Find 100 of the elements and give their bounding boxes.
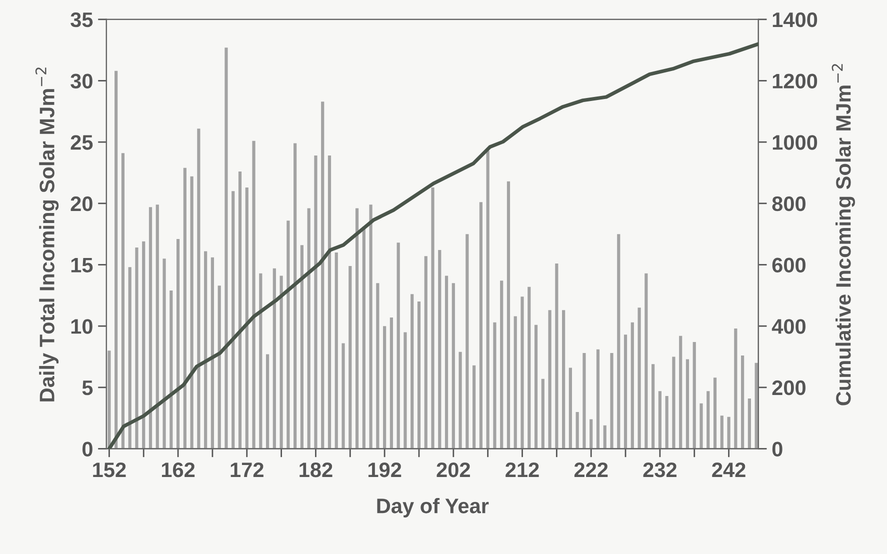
bar: [665, 396, 668, 449]
bar: [355, 208, 359, 449]
bar: [362, 226, 366, 449]
y-tick-label: 5: [82, 380, 93, 396]
bar: [142, 241, 146, 449]
y2-axis-title: Cumulative Incoming Solar MJm$^{−2}$: [832, 64, 856, 406]
bar: [404, 332, 407, 449]
bar: [376, 283, 380, 449]
y-tick-label: 25: [70, 135, 93, 150]
bar: [190, 176, 194, 449]
bar: [741, 356, 744, 449]
bar: [658, 391, 662, 449]
bar: [280, 276, 283, 449]
bar: [321, 102, 324, 449]
bar: [176, 238, 180, 449]
bar: [514, 316, 517, 449]
bar: [541, 378, 544, 449]
bar: [610, 353, 614, 449]
bar: [472, 365, 476, 449]
bar: [486, 150, 490, 449]
bar: [596, 349, 600, 449]
bar: [307, 208, 310, 449]
bar: [156, 204, 159, 449]
bar: [197, 128, 200, 449]
bar: [286, 220, 290, 449]
y2-tick-label: 1200: [772, 74, 818, 88]
bar: [431, 187, 434, 449]
bar: [128, 267, 132, 449]
bar: [328, 156, 332, 449]
y-tick-label: 10: [71, 319, 92, 334]
bar: [438, 250, 442, 449]
bar: [624, 334, 628, 449]
bar: [114, 70, 118, 449]
bar: [272, 268, 276, 449]
y2-tick-label: 1400: [772, 12, 818, 28]
bar: [706, 391, 710, 449]
bar: [466, 234, 469, 449]
bar: [224, 48, 228, 449]
bar: [396, 242, 400, 449]
bar: [754, 362, 758, 449]
x-tick-label: 182: [300, 462, 332, 478]
bar: [562, 310, 566, 449]
bar: [534, 324, 538, 449]
bar: [210, 257, 214, 449]
y2-tick-label: 1000: [772, 135, 818, 150]
bar: [568, 368, 572, 449]
bar: [238, 172, 242, 449]
bar: [170, 290, 173, 449]
y-tick-label: 15: [71, 258, 93, 272]
bar: [162, 258, 166, 449]
bar: [259, 273, 262, 449]
bar: [493, 322, 496, 449]
bar: [266, 354, 270, 449]
bar: [576, 412, 579, 449]
x-tick-label: 162: [162, 462, 195, 478]
bar: [506, 181, 510, 449]
x-tick-label: 152: [93, 462, 126, 478]
bar: [720, 416, 724, 449]
x-tick-label: 202: [436, 462, 470, 478]
bar: [692, 342, 696, 449]
bar: [582, 353, 586, 449]
bar: [590, 419, 593, 449]
bar: [630, 322, 634, 449]
x-axis-title: Day of Year: [377, 498, 489, 518]
bar: [390, 317, 393, 449]
bar: [638, 308, 641, 449]
bar: [121, 153, 125, 449]
bar: [672, 356, 676, 449]
y-tick-label: 0: [82, 442, 92, 456]
bar: [679, 336, 682, 449]
bar: [548, 310, 552, 449]
bar: [245, 187, 248, 449]
bar: [342, 343, 345, 449]
bar: [294, 143, 297, 449]
bar: [108, 350, 111, 449]
bar: [686, 359, 690, 449]
bar: [334, 252, 338, 449]
x-tick-label: 212: [506, 462, 539, 478]
bar: [603, 425, 606, 449]
x-tick-label: 222: [574, 462, 608, 478]
bar: [617, 234, 620, 449]
bar: [727, 416, 730, 449]
bar: [652, 364, 655, 449]
bar: [713, 378, 717, 449]
y-tick-label: 30: [70, 74, 92, 89]
bar: [218, 286, 221, 449]
bar: [348, 266, 352, 449]
bar: [452, 283, 455, 449]
bar: [734, 328, 738, 449]
bar: [314, 156, 318, 449]
bar: [148, 207, 152, 449]
bar: [232, 191, 235, 449]
y2-tick-label: 0: [772, 442, 782, 456]
y2-tick-label: 200: [772, 380, 806, 396]
bar: [644, 273, 648, 449]
bar: [444, 276, 448, 449]
bar: [500, 280, 504, 449]
bar: [417, 302, 421, 449]
bar: [369, 204, 372, 449]
bar: [748, 398, 751, 449]
